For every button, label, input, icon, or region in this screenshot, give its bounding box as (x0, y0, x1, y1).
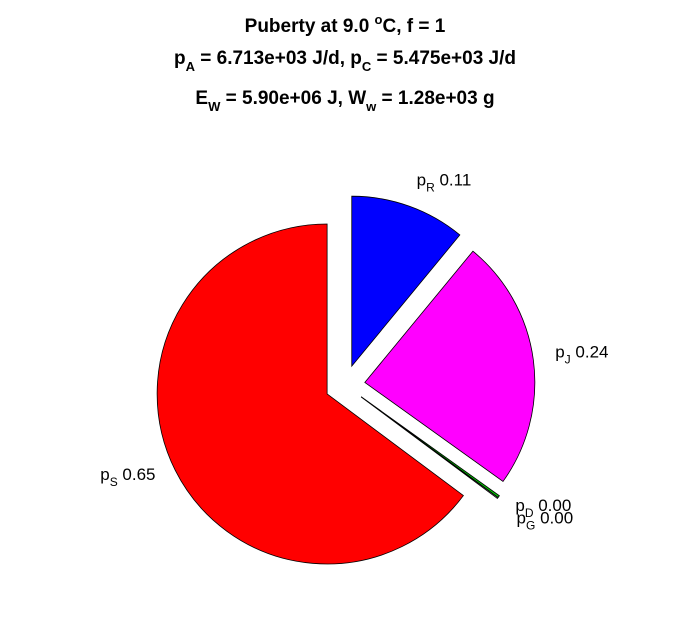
slice-label-g: pG 0.00 (517, 509, 574, 533)
chart-title-line3: EW = 5.90e+06 J, Ww = 1.28e+03 g (195, 88, 494, 114)
slice-label-d: pD 0.00 (515, 496, 571, 520)
pie-slice-r (351, 195, 461, 368)
pie-slices (156, 195, 536, 565)
pie-slice-d (360, 396, 499, 500)
chart-title-line2: pA = 6.713e+03 J/d, pC = 5.475e+03 J/d (174, 48, 516, 74)
slice-label-j: pJ 0.24 (555, 343, 608, 367)
chart-title-line1: Puberty at 9.0 oC, f = 1 (245, 12, 446, 37)
pie-slice-s (156, 223, 464, 565)
slice-label-s: pS 0.65 (100, 465, 155, 489)
slice-label-r: pR 0.11 (417, 170, 472, 194)
pie-slice-j (364, 250, 536, 482)
